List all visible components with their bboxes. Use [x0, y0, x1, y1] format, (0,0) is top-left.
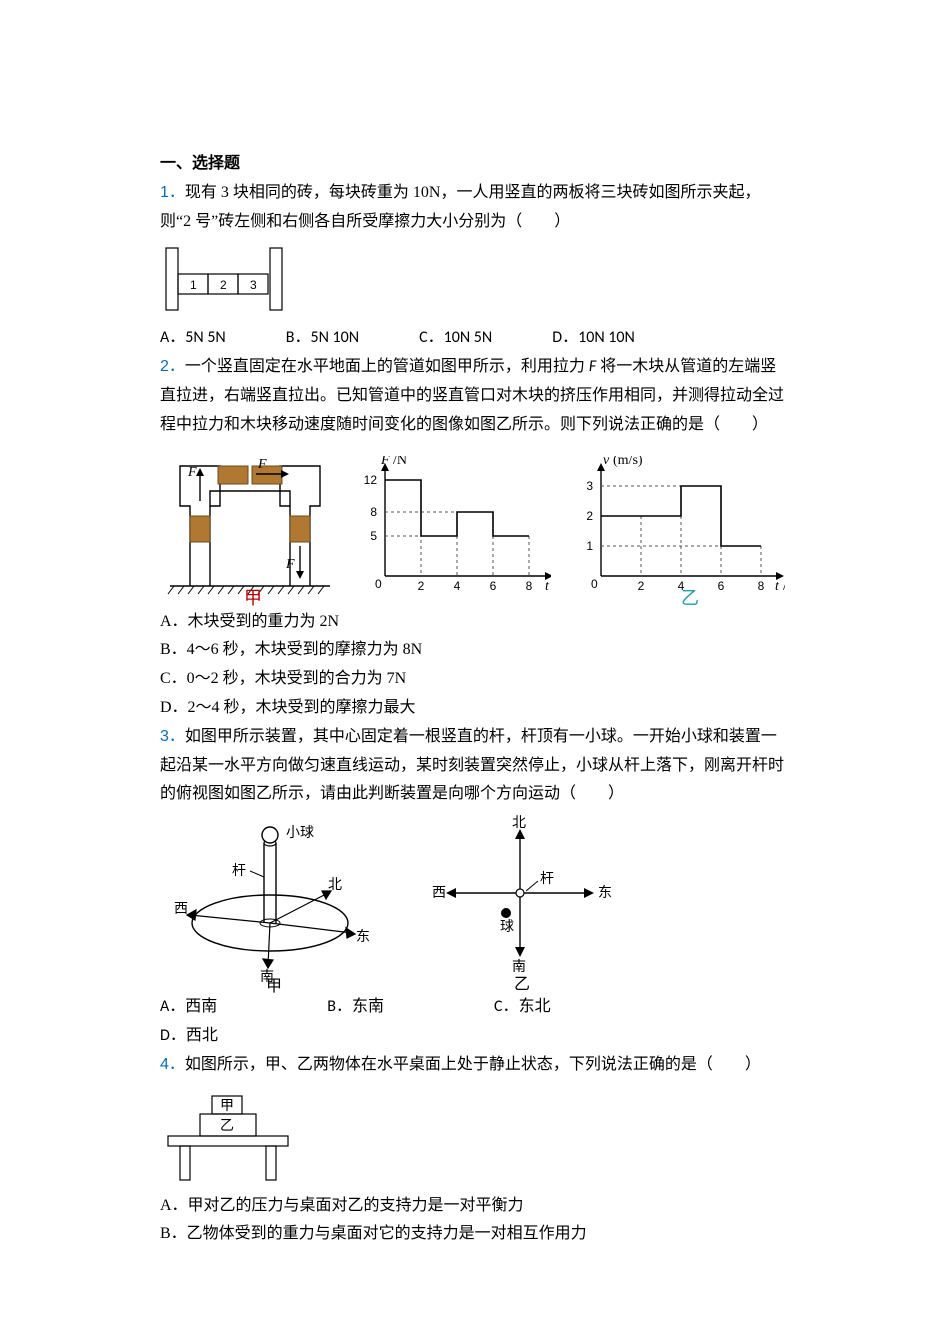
svg-text:8: 8 — [526, 579, 533, 593]
section-title: 一、选择题 — [160, 150, 785, 179]
q1-opt-a: A．5N 5N — [160, 324, 226, 353]
q2-opt-d: D．2～4 秒，木块受到的摩擦力最大 — [160, 694, 785, 723]
q3-opt-c: C．东北 — [494, 993, 551, 1022]
svg-text:(m/s): (m/s) — [613, 456, 643, 468]
svg-text:乙: 乙 — [220, 1118, 234, 1134]
q2-opt-a: A．木块受到的重力为 2N — [160, 608, 785, 637]
q3-stem: 3．如图甲所示装置，其中心固定着一根竖直的杆，杆顶有一小球。一开始小球和装置一起… — [160, 723, 785, 809]
svg-text:小球: 小球 — [286, 825, 314, 841]
svg-text:东: 东 — [598, 885, 612, 901]
svg-text:F: F — [257, 457, 267, 472]
svg-text:2: 2 — [418, 579, 425, 593]
svg-text:杆: 杆 — [232, 863, 246, 879]
q3-number: 3． — [160, 728, 185, 745]
q1-diagram: 1 2 3 — [160, 244, 785, 316]
svg-text:北: 北 — [328, 877, 342, 893]
svg-text:甲: 甲 — [266, 978, 282, 993]
q2-opt-c: C．0～2 秒，木块受到的合力为 7N — [160, 665, 785, 694]
svg-text:南: 南 — [512, 959, 526, 975]
q3-options: A．西南 B．东南 C．东北 D．西北 — [160, 993, 785, 1051]
q1-opt-c: C．10N 5N — [419, 324, 492, 353]
q1-options: A．5N 5N B．5N 10N C．10N 5N D．10N 10N — [160, 324, 785, 353]
svg-text:t: t — [545, 579, 550, 594]
svg-text:西: 西 — [432, 886, 446, 901]
q1-opt-d: D．10N 10N — [552, 324, 635, 353]
svg-text:/s: /s — [783, 579, 785, 594]
brick-1-label: 1 — [190, 278, 197, 292]
svg-text:12: 12 — [364, 473, 378, 487]
svg-text:球: 球 — [500, 919, 514, 935]
q2-stem: 2．一个竖直固定在水平地面上的管道如图甲所示，利用拉力 F 将一木块从管道的左端… — [160, 353, 785, 439]
svg-text:t: t — [775, 579, 780, 594]
q3-diagrams: 小球 杆 北 东 南 西 甲 北 南 西 东 — [160, 813, 785, 993]
q1-text: 现有 3 块相同的砖，每块砖重为 10N，一人用竖直的两板将三块砖如图所示夹起，… — [160, 184, 760, 230]
svg-text:北: 北 — [512, 815, 526, 831]
q4-stem: 4．如图所示，甲、乙两物体在水平桌面上处于静止状态，下列说法正确的是（ ） — [160, 1051, 785, 1080]
q1-stem: 1．现有 3 块相同的砖，每块砖重为 10N，一人用竖直的两板将三块砖如图所示夹… — [160, 179, 785, 237]
svg-text:0: 0 — [591, 577, 598, 591]
svg-text:v: v — [603, 456, 610, 468]
svg-text:西: 西 — [174, 902, 188, 917]
svg-text:8: 8 — [371, 505, 378, 519]
brick-3-label: 3 — [250, 278, 257, 292]
q2-chart-velocity: v (m/s) t /s 0 1 2 3 2 4 6 8 — [571, 456, 785, 606]
svg-text:8: 8 — [758, 579, 765, 593]
q2-yi-label: 乙 — [681, 588, 699, 606]
svg-text:4: 4 — [454, 579, 461, 593]
svg-text:甲: 甲 — [220, 1099, 234, 1114]
svg-text:东: 东 — [356, 929, 370, 945]
svg-text:1: 1 — [586, 539, 593, 553]
q4-diagram: 乙 甲 — [160, 1086, 785, 1186]
svg-text:杆: 杆 — [540, 871, 554, 887]
svg-text:F: F — [380, 456, 390, 468]
svg-text:F: F — [187, 465, 197, 480]
q1-number: 1． — [160, 184, 185, 201]
svg-text:6: 6 — [490, 579, 497, 593]
svg-text:2: 2 — [638, 579, 645, 593]
svg-text:/N: /N — [393, 456, 407, 468]
svg-text:2: 2 — [586, 509, 593, 523]
svg-text:3: 3 — [586, 479, 593, 493]
svg-text:乙: 乙 — [514, 976, 530, 993]
q4-opt-a: A．甲对乙的压力与桌面对乙的支持力是一对平衡力 — [160, 1192, 785, 1221]
q3-opt-d: D．西北 — [160, 1022, 218, 1051]
q3-yi-diagram: 北 南 西 东 杆 球 乙 — [420, 813, 620, 993]
svg-text:5: 5 — [371, 529, 378, 543]
q3-jia-diagram: 小球 杆 北 东 南 西 甲 — [160, 813, 390, 993]
brick-2-label: 2 — [220, 278, 227, 292]
q2-jia-diagram: F F F 甲 — [160, 446, 331, 606]
q1-opt-b: B．5N 10N — [286, 324, 359, 353]
q3-opt-b: B．东南 — [327, 993, 384, 1022]
svg-text:6: 6 — [718, 579, 725, 593]
svg-text:0: 0 — [375, 577, 382, 591]
q3-opt-a: A．西南 — [160, 993, 217, 1022]
q4-number: 4． — [160, 1056, 185, 1073]
q2-chart-force: F /N t /s 0 5 8 12 2 4 6 8 — [351, 456, 551, 606]
q2-jia-label: 甲 — [244, 588, 262, 606]
svg-text:F: F — [285, 557, 295, 572]
q2-diagrams: F F F 甲 F /N t /s 0 5 — [160, 446, 785, 606]
q4-opt-b: B．乙物体受到的重力与桌面对它的支持力是一对相互作用力 — [160, 1220, 785, 1249]
q2-number: 2． — [160, 358, 185, 375]
q2-opt-b: B．4～6 秒，木块受到的摩擦力为 8N — [160, 636, 785, 665]
